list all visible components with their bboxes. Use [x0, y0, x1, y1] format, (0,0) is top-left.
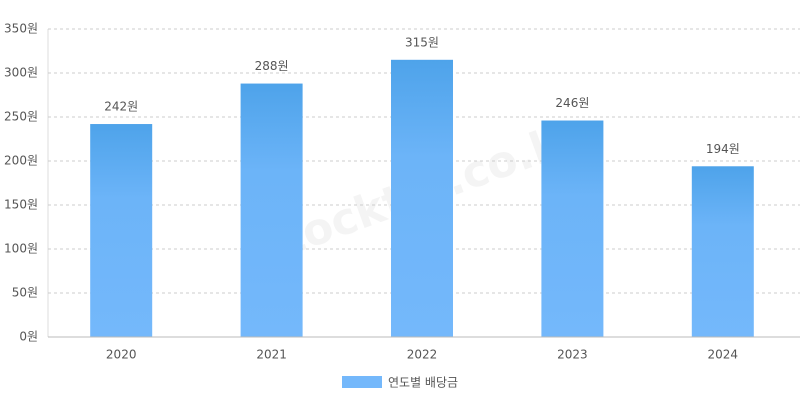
x-tick-label: 2023 — [557, 348, 588, 362]
y-tick-label: 200원 — [4, 154, 38, 168]
y-tick-label: 250원 — [4, 110, 38, 124]
value-label: 242원 — [104, 100, 138, 114]
y-tick-label: 0원 — [19, 330, 38, 344]
value-label: 315원 — [405, 35, 439, 49]
y-tick-label: 50원 — [12, 286, 38, 300]
legend-label: 연도별 배당금 — [388, 376, 458, 390]
bar — [691, 166, 754, 337]
y-tick-label: 150원 — [4, 198, 38, 212]
value-label: 194원 — [706, 142, 740, 156]
bar — [541, 120, 604, 338]
x-tick-label: 2024 — [708, 348, 739, 362]
x-tick-label: 2020 — [106, 348, 137, 362]
x-tick-label: 2022 — [407, 348, 438, 362]
value-label: 246원 — [555, 96, 589, 110]
bar — [391, 59, 453, 338]
value-label: 288원 — [255, 59, 289, 73]
legend-swatch — [342, 376, 382, 388]
bar — [240, 83, 303, 337]
x-tick-label: 2021 — [256, 348, 287, 362]
y-tick-label: 350원 — [4, 22, 38, 36]
y-tick-label: 100원 — [4, 242, 38, 256]
bar — [90, 124, 153, 337]
y-tick-label: 300원 — [4, 66, 38, 80]
